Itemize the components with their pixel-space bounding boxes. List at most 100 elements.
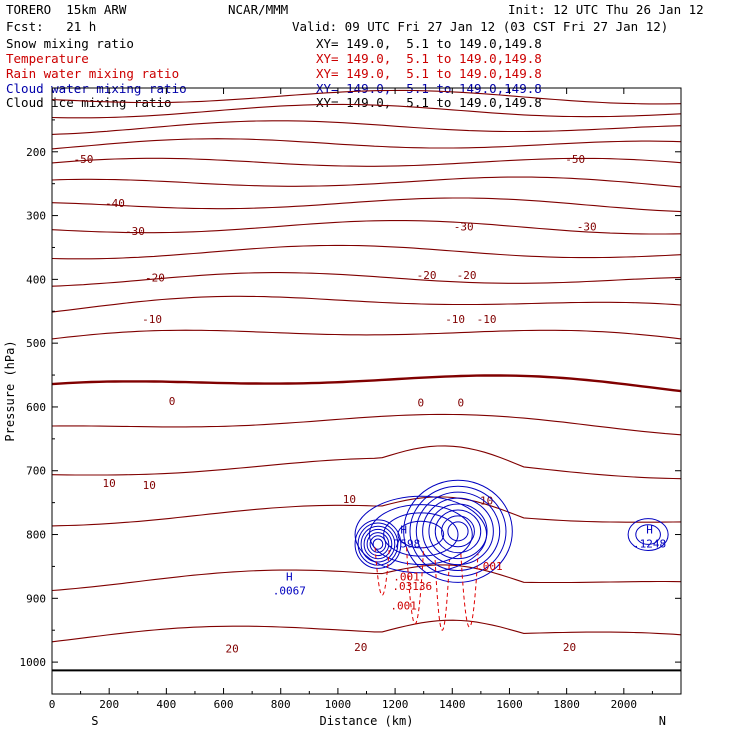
temperature-contour: [51, 138, 682, 150]
temperature-contour: [51, 157, 682, 167]
cloud-water-contour: [354, 519, 402, 569]
south-end-label: S: [91, 714, 98, 728]
temperature-label: 0: [418, 396, 425, 409]
temperature-contour: [51, 244, 682, 260]
temperature-contour: [51, 103, 682, 119]
temperature-label: 10: [480, 495, 493, 508]
temperature-contour: [51, 413, 682, 436]
y-tick-label: 600: [26, 401, 46, 414]
rain-water-contour: [434, 560, 450, 631]
y-tick-label: 300: [26, 210, 46, 223]
x-tick-label: 1200: [382, 698, 409, 711]
temperature-contour: [51, 374, 682, 393]
temperature-contour: [51, 176, 682, 188]
x-tick-label: 400: [156, 698, 176, 711]
cloud-water-contour: [403, 479, 513, 583]
x-tick-label: 800: [271, 698, 291, 711]
cloud-water-contour: [368, 504, 473, 565]
cloud-water-contour: [372, 538, 384, 550]
temperature-label: 10: [343, 493, 356, 506]
temperature-contour: [51, 219, 682, 235]
temperature-label: -30: [577, 220, 597, 233]
y-tick-label: 400: [26, 273, 46, 286]
x-tick-label: 1800: [553, 698, 580, 711]
rain-water-label: .03136: [392, 580, 432, 593]
x-tick-label: 2000: [611, 698, 638, 711]
temperature-label: 0: [169, 395, 176, 408]
temperature-label: 20: [563, 641, 576, 654]
temperature-label: -10: [477, 313, 497, 326]
center-title: NCAR/MMM: [228, 2, 289, 17]
field-xy-cloud-ice: XY= 149.0, 5.1 to 149.0,149.8: [316, 95, 542, 110]
temperature-contour: [51, 197, 682, 213]
cloud-water-max-marker: H: [400, 524, 407, 537]
cloud-water-contour: [354, 495, 488, 574]
temperature-label: -50: [565, 153, 585, 166]
x-tick-label: 1600: [496, 698, 523, 711]
temperature-contour: [51, 120, 682, 135]
forecast-hour: Fcst: 21 h: [6, 19, 97, 34]
cloud-water-contour: [447, 521, 469, 542]
temperature-label: 0: [458, 396, 465, 409]
rain-water-label: .001: [393, 571, 420, 584]
y-tick-label: 200: [26, 146, 46, 159]
cloud-water-max-marker: H: [286, 571, 293, 584]
field-name-rain: Rain water mixing ratio: [6, 66, 180, 81]
x-tick-label: 1400: [439, 698, 466, 711]
cloud-water-max-value: .7598: [387, 538, 420, 551]
cloud-water-contour: [422, 497, 494, 566]
rain-water-contour: [374, 547, 390, 596]
temperature-label: -20: [417, 269, 437, 282]
field-xy-temperature: XY= 149.0, 5.1 to 149.0,149.8: [316, 51, 542, 66]
field-name-temperature: Temperature: [6, 51, 89, 66]
rain-water-label: .001: [390, 599, 417, 612]
cloud-water-contour: [357, 522, 399, 566]
cloud-water-max-marker: H: [646, 524, 653, 537]
cloud-water-max-value: .0067: [273, 585, 306, 598]
valid-time: Valid: 09 UTC Fri 27 Jan 12 (03 CST Fri …: [292, 19, 669, 34]
temperature-label: -10: [142, 313, 162, 326]
temperature-contour: [51, 89, 682, 105]
temperature-label: 10: [143, 479, 156, 492]
cloud-water-contour: [415, 491, 501, 572]
rain-water-label: .001: [476, 560, 503, 573]
cloud-water-contour: [397, 520, 445, 549]
rain-water-contour: [406, 547, 425, 624]
temperature-contour: [51, 445, 682, 480]
temperature-label: -30: [454, 220, 474, 233]
y-tick-label: 1000: [20, 656, 47, 669]
x-tick-label: 200: [99, 698, 119, 711]
temperature-label: -20: [457, 269, 477, 282]
field-name-snow: Snow mixing ratio: [6, 36, 134, 51]
field-xy-rain: XY= 149.0, 5.1 to 149.0,149.8: [316, 66, 542, 81]
cloud-water-contour: [434, 509, 482, 554]
y-tick-label: 800: [26, 529, 46, 542]
x-axis-title: Distance (km): [320, 714, 414, 728]
north-end-label: N: [659, 714, 666, 728]
cloud-water-contour: [428, 503, 488, 560]
cloud-water-contour: [441, 515, 475, 548]
cloud-water-contour: [409, 485, 507, 577]
temperature-label: 10: [103, 477, 116, 490]
cloud-water-contour: [369, 535, 387, 553]
rain-water-contour: [460, 553, 479, 628]
y-tick-label: 500: [26, 337, 46, 350]
y-tick-label: 900: [26, 592, 46, 605]
temperature-contour: [51, 564, 682, 592]
cloud-water-contour: [360, 525, 396, 563]
model-title: TORERO 15km ARW: [6, 2, 127, 17]
temperature-label: 20: [354, 641, 367, 654]
temperature-contour: [51, 329, 682, 340]
cloud-water-contour: [627, 518, 669, 551]
cloud-water-contour: [366, 532, 390, 557]
cloud-water-contour: [363, 528, 393, 560]
cloud-water-contour: [635, 524, 661, 545]
temperature-contour: [51, 272, 682, 287]
y-tick-label: 700: [26, 465, 46, 478]
x-tick-label: 0: [49, 698, 56, 711]
temperature-label: 20: [225, 643, 238, 656]
x-tick-label: 1000: [325, 698, 352, 711]
temperature-contour: [51, 295, 682, 313]
field-xy-snow: XY= 149.0, 5.1 to 149.0,149.8: [316, 36, 542, 51]
